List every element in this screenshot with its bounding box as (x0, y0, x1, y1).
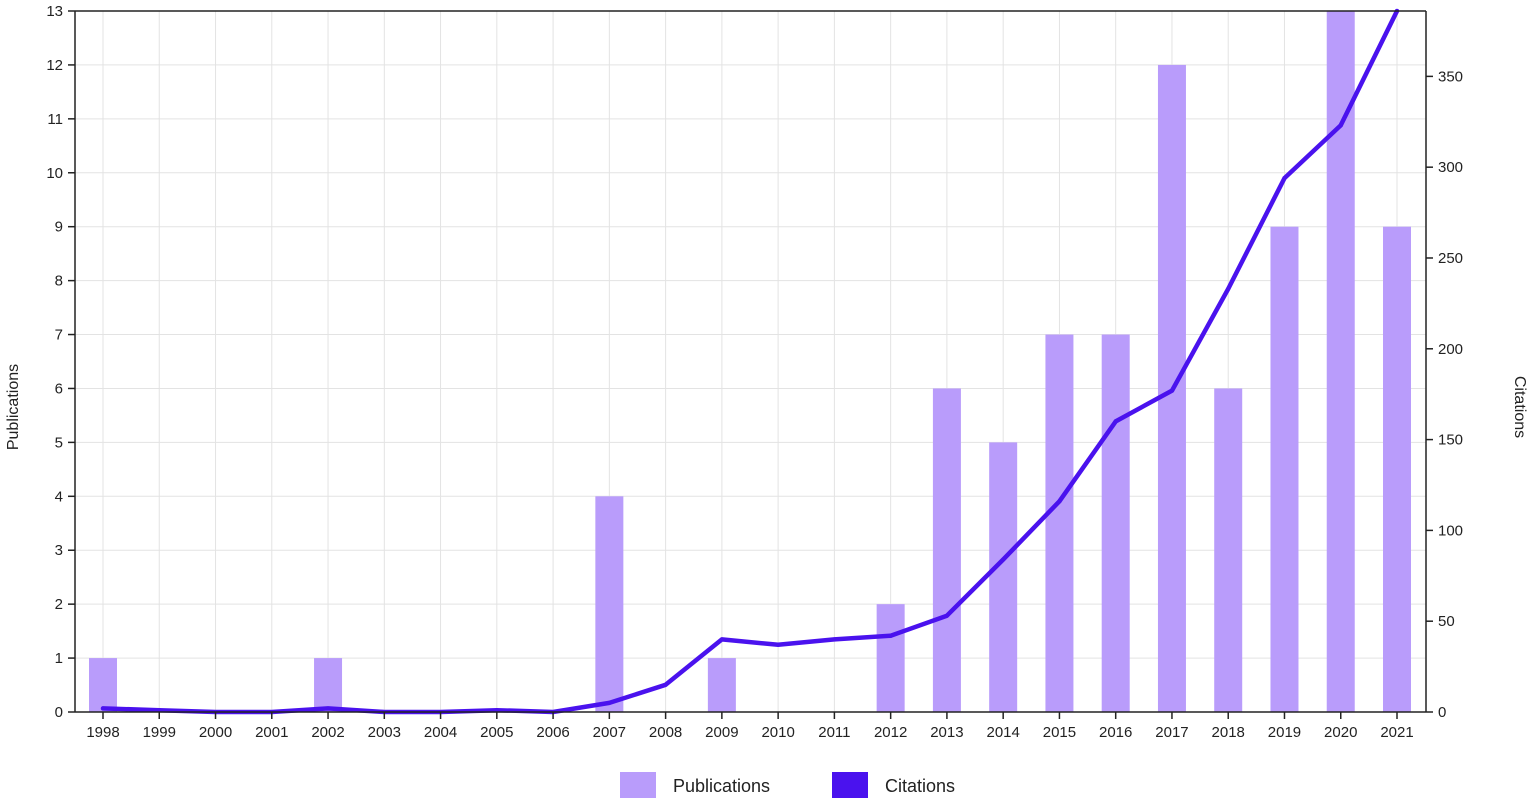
left-tick-label: 3 (55, 542, 63, 559)
x-tick-label: 1998 (86, 724, 119, 741)
citations-point (494, 708, 499, 713)
publications-bar (1045, 334, 1074, 712)
x-tick-label: 2002 (311, 724, 344, 741)
left-tick-label: 1 (55, 650, 63, 667)
x-tick-label: 2021 (1380, 724, 1413, 741)
right-tick-label: 100 (1438, 522, 1463, 539)
legend: Publications Citations (620, 772, 955, 798)
publications-bar (314, 658, 343, 712)
citations-point (1282, 176, 1287, 181)
x-tick-label: 2009 (705, 724, 738, 741)
right-tick-label: 50 (1438, 613, 1455, 630)
publications-bar (1270, 226, 1299, 712)
publications-bar (1214, 388, 1243, 712)
x-tick-label: 2013 (930, 724, 963, 741)
x-tick-label: 2000 (199, 724, 232, 741)
citations-point (944, 613, 949, 618)
left-tick-label: 10 (46, 165, 63, 182)
x-tick-label: 2016 (1099, 724, 1132, 741)
left-tick-label: 8 (55, 273, 63, 290)
x-tick-label: 2003 (368, 724, 401, 741)
citations-point (326, 706, 331, 711)
left-tick-label: 12 (46, 57, 63, 74)
legend-publications-label: Publications (673, 776, 770, 796)
publications-bar (989, 442, 1018, 712)
legend-citations-label: Citations (885, 776, 955, 796)
right-tick-label: 300 (1438, 159, 1463, 176)
left-tick-label: 11 (47, 111, 63, 128)
x-tick-label: 2018 (1212, 724, 1245, 741)
x-tick-label: 2011 (818, 724, 850, 741)
citations-line (100, 8, 1400, 715)
left-tick-label: 9 (55, 219, 63, 236)
bars-layer (89, 11, 1411, 712)
publications-bar (595, 496, 624, 712)
left-tick-label: 0 (55, 704, 63, 721)
line-layer (100, 8, 1400, 715)
left-axis-title: Publications (5, 364, 22, 450)
citations-point (157, 708, 162, 713)
x-tick-label: 2020 (1324, 724, 1357, 741)
x-tick-label: 2006 (536, 724, 569, 741)
x-tick-label: 2004 (424, 724, 457, 741)
x-tick-label: 2007 (593, 724, 626, 741)
x-tick-label: 2005 (480, 724, 513, 741)
publications-bar (932, 388, 961, 712)
left-tick-label: 2 (55, 596, 63, 613)
right-tick-label: 200 (1438, 341, 1463, 358)
publications-bar (876, 604, 905, 712)
left-tick-label: 7 (55, 327, 63, 344)
citations-point (663, 682, 668, 687)
x-tick-label: 2015 (1043, 724, 1076, 741)
citations-point (719, 637, 724, 642)
legend-citations-swatch (832, 772, 868, 798)
left-tick-label: 6 (55, 380, 63, 397)
left-tick-label: 13 (46, 3, 63, 20)
citations-point (101, 706, 105, 711)
publications-bar (1101, 334, 1130, 712)
citations-point (1057, 499, 1062, 504)
publications-bar (1383, 226, 1411, 712)
citations-point (1113, 419, 1118, 424)
x-tick-label: 2010 (761, 724, 794, 741)
publications-bar (1326, 11, 1355, 712)
citations-point (776, 642, 781, 647)
legend-publications-swatch (620, 772, 656, 798)
publications-bar (89, 658, 117, 712)
right-tick-label: 150 (1438, 432, 1463, 449)
x-tick-label: 2012 (874, 724, 907, 741)
citations-point (1001, 557, 1006, 562)
x-tick-label: 2001 (255, 724, 288, 741)
citations-point (607, 700, 612, 705)
x-tick-label: 2014 (986, 724, 1019, 741)
right-tick-label: 0 (1438, 704, 1446, 721)
x-tick-label: 2019 (1268, 724, 1301, 741)
citations-point (1169, 388, 1174, 393)
x-tick-label: 2008 (649, 724, 682, 741)
publications-bar (707, 658, 736, 712)
citations-point (832, 637, 837, 642)
citations-point (888, 633, 893, 638)
citations-point (1226, 286, 1231, 291)
left-tick-label: 5 (55, 434, 63, 451)
right-tick-label: 350 (1438, 68, 1463, 85)
left-tick-label: 4 (55, 488, 63, 505)
right-tick-label: 250 (1438, 250, 1463, 267)
right-axis-title: Citations (1511, 376, 1528, 438)
x-tick-label: 1999 (143, 724, 176, 741)
citations-point (1338, 123, 1343, 128)
x-tick-label: 2017 (1155, 724, 1188, 741)
